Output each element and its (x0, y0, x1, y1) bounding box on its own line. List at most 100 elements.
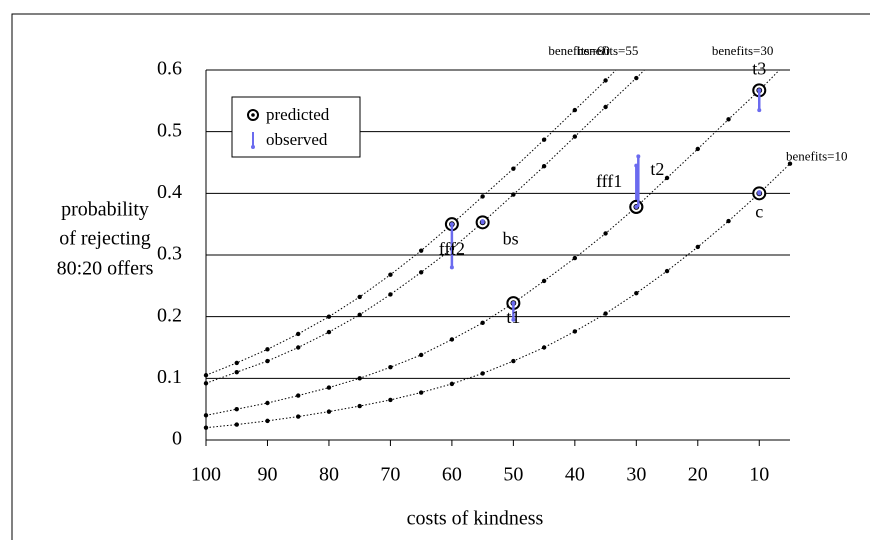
series-dot (695, 244, 700, 250)
series-dot (296, 345, 301, 350)
series-dot (787, 161, 793, 166)
series-dot (326, 329, 332, 335)
series-dot (234, 369, 239, 375)
series-extension (605, 69, 617, 81)
x-tick-label: 20 (688, 464, 708, 486)
series-label: benefits=10 (786, 149, 847, 164)
series-dot (234, 360, 239, 366)
series-dot (296, 331, 301, 337)
series-dot (726, 117, 731, 122)
series-dot (541, 164, 547, 169)
series-dot (234, 422, 239, 427)
x-tick-label: 80 (319, 464, 339, 486)
y-tick-label: 0.5 (157, 119, 182, 141)
observed-dot (480, 219, 485, 224)
point-label: bs (503, 228, 519, 248)
series-dot (234, 406, 239, 412)
y-tick-label: 0.1 (157, 366, 182, 388)
y-tick-label: 0.6 (157, 58, 182, 80)
series-dot (572, 134, 578, 139)
x-axis-label: costs of kindness (407, 508, 544, 530)
series-dot (203, 425, 209, 430)
observed-dot (511, 317, 516, 322)
series-dot (572, 255, 578, 261)
series-dot (634, 75, 639, 81)
x-tick-label: 10 (749, 464, 769, 486)
series-line (205, 77, 637, 384)
series-dot (388, 365, 393, 370)
series-dot (603, 104, 608, 110)
series-dot (572, 329, 578, 334)
series-dot (296, 414, 301, 419)
series-dot (634, 291, 639, 296)
series-dot (388, 292, 393, 297)
series-dot (357, 312, 362, 318)
series-dot (480, 371, 485, 376)
y-tick-label: 0 (172, 428, 182, 450)
x-tick-label: 90 (257, 464, 277, 486)
series-dot (541, 278, 547, 284)
point-label: t3 (752, 58, 766, 78)
series-dot (296, 393, 301, 398)
series-dot (726, 218, 731, 224)
series-dot (265, 347, 270, 352)
observed-dot (636, 154, 641, 159)
series-dot (603, 311, 608, 316)
series-extension (758, 69, 780, 91)
series-dot (265, 358, 270, 364)
point-label: fff2 (439, 238, 465, 258)
series-dot (203, 413, 209, 418)
series-dot (357, 294, 362, 300)
x-tick-label: 70 (380, 464, 400, 486)
series-dot (449, 337, 455, 342)
series-dot (603, 231, 608, 236)
x-tick-label: 60 (442, 464, 462, 486)
series-dot (511, 358, 516, 364)
series-dot (265, 418, 270, 424)
point-label: t1 (506, 307, 520, 327)
series-dot (695, 146, 700, 152)
series-dot (449, 381, 455, 387)
x-tick-label: 30 (626, 464, 646, 486)
legend-icon (251, 145, 255, 149)
y-axis-label: of rejecting (59, 228, 151, 250)
legend-icon (251, 113, 255, 117)
series-dot (326, 409, 332, 414)
y-axis-label: 80:20 offers (57, 258, 154, 280)
series-dot (664, 175, 670, 181)
series-dot (480, 320, 485, 326)
series-label: benefits=30 (712, 43, 773, 58)
observed-dot (757, 108, 762, 113)
series-dot (388, 272, 393, 277)
y-tick-label: 0.4 (157, 181, 182, 203)
series-line (205, 163, 791, 429)
series-dot (603, 78, 608, 83)
series-dot (664, 268, 670, 274)
series-dot (203, 373, 209, 378)
series-label: benefits=55 (577, 43, 638, 58)
point-label: c (755, 201, 763, 221)
series-dot (326, 314, 332, 319)
series-dot (265, 400, 270, 406)
x-tick-label: 100 (191, 464, 221, 486)
series-dot (572, 107, 578, 113)
point-label: fff1 (596, 171, 622, 191)
series-extension (635, 69, 645, 79)
point-label: t2 (650, 159, 664, 179)
series-dot (418, 248, 424, 253)
series-dot (418, 390, 424, 395)
x-tick-label: 40 (565, 464, 585, 486)
series-dot (541, 345, 547, 350)
legend-icon (247, 109, 259, 121)
series-dot (511, 192, 516, 197)
series-dot (203, 381, 209, 386)
y-tick-label: 0.3 (157, 243, 182, 265)
frame (11, 13, 870, 545)
series-dot (357, 376, 362, 381)
series-dot (418, 352, 424, 358)
y-tick-label: 0.2 (157, 304, 182, 326)
series-dot (511, 166, 516, 171)
series-dot (357, 403, 362, 409)
